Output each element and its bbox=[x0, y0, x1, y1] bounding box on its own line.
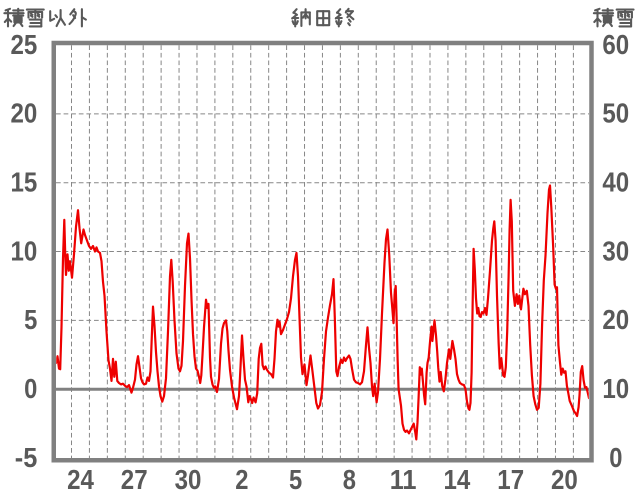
svg-text:15: 15 bbox=[11, 167, 38, 198]
svg-text:20: 20 bbox=[11, 98, 38, 129]
svg-text:-5: -5 bbox=[15, 442, 38, 473]
svg-text:14: 14 bbox=[444, 464, 471, 495]
svg-text:17: 17 bbox=[497, 464, 524, 495]
svg-text:25: 25 bbox=[11, 29, 38, 60]
svg-text:10: 10 bbox=[11, 235, 38, 266]
svg-text:20: 20 bbox=[551, 464, 578, 495]
svg-text:50: 50 bbox=[602, 98, 629, 129]
svg-text:60: 60 bbox=[602, 29, 629, 60]
svg-text:5: 5 bbox=[289, 464, 302, 495]
svg-text:11: 11 bbox=[390, 464, 417, 495]
svg-text:24: 24 bbox=[67, 464, 94, 495]
svg-text:0: 0 bbox=[24, 373, 37, 404]
svg-text:27: 27 bbox=[121, 464, 148, 495]
svg-text:30: 30 bbox=[175, 464, 202, 495]
svg-text:30: 30 bbox=[602, 235, 629, 266]
svg-text:8: 8 bbox=[343, 464, 356, 495]
svg-text:20: 20 bbox=[602, 304, 629, 335]
svg-text:0: 0 bbox=[609, 442, 622, 473]
svg-text:40: 40 bbox=[602, 167, 629, 198]
svg-text:2: 2 bbox=[235, 464, 248, 495]
svg-text:10: 10 bbox=[602, 373, 629, 404]
svg-text:5: 5 bbox=[24, 304, 37, 335]
